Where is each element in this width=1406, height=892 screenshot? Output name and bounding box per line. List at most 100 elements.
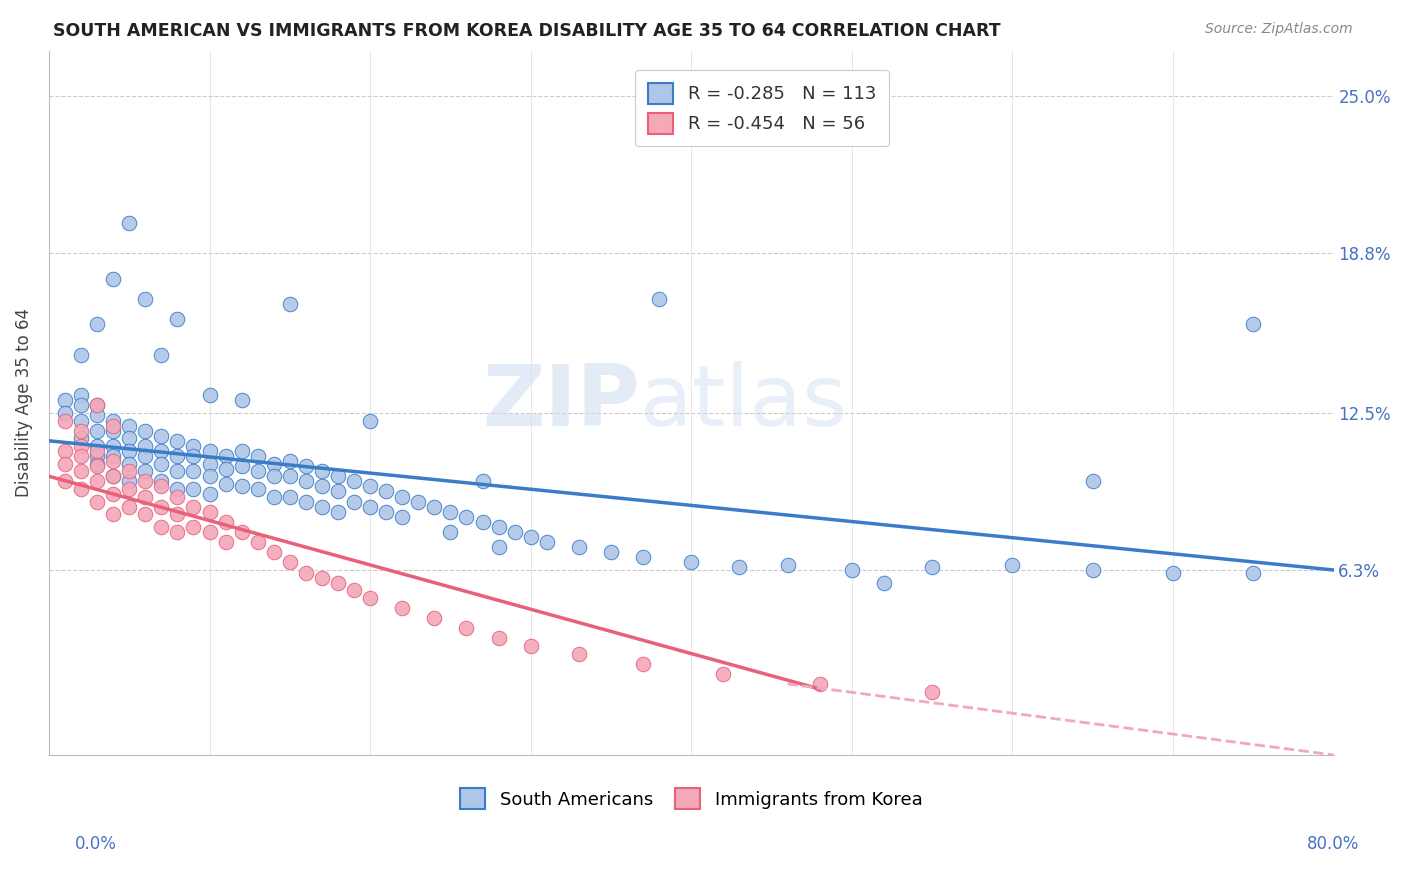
Point: [150, 500, 173, 514]
Point: [198, 505, 221, 519]
Point: [439, 505, 461, 519]
Point: [183, 500, 205, 514]
Point: [118, 457, 141, 471]
Point: [166, 524, 188, 539]
Point: [326, 575, 349, 590]
Point: [311, 500, 333, 514]
Point: [231, 479, 253, 493]
Point: [150, 475, 173, 489]
Point: [183, 464, 205, 478]
Point: [118, 431, 141, 445]
Point: [86, 449, 108, 463]
Point: [503, 524, 526, 539]
Point: [134, 424, 156, 438]
Point: [150, 457, 173, 471]
Point: [343, 494, 366, 508]
Point: [134, 490, 156, 504]
Point: [214, 515, 236, 529]
Point: [150, 520, 173, 534]
Point: [488, 520, 510, 534]
Point: [198, 469, 221, 483]
Point: [118, 216, 141, 230]
Point: [1081, 563, 1104, 577]
Point: [134, 292, 156, 306]
Point: [70, 424, 93, 438]
Point: [278, 490, 301, 504]
Point: [86, 459, 108, 474]
Point: [711, 666, 734, 681]
Point: [86, 398, 108, 412]
Point: [1241, 318, 1264, 332]
Point: [631, 657, 654, 671]
Point: [246, 535, 269, 549]
Point: [231, 459, 253, 474]
Point: [263, 490, 285, 504]
Point: [263, 457, 285, 471]
Point: [456, 509, 478, 524]
Point: [86, 457, 108, 471]
Point: [103, 469, 125, 483]
Point: [118, 418, 141, 433]
Point: [471, 475, 494, 489]
Point: [134, 464, 156, 478]
Point: [70, 439, 93, 453]
Point: [118, 475, 141, 489]
Point: [600, 545, 623, 559]
Point: [295, 566, 318, 580]
Point: [214, 461, 236, 475]
Text: 0.0%: 0.0%: [75, 835, 117, 853]
Point: [921, 684, 943, 698]
Point: [53, 444, 76, 458]
Point: [263, 545, 285, 559]
Point: [1081, 475, 1104, 489]
Point: [150, 479, 173, 493]
Point: [118, 500, 141, 514]
Point: [471, 515, 494, 529]
Point: [53, 393, 76, 408]
Point: [86, 439, 108, 453]
Point: [53, 406, 76, 420]
Point: [183, 449, 205, 463]
Point: [198, 388, 221, 402]
Point: [166, 449, 188, 463]
Point: [103, 487, 125, 501]
Point: [86, 318, 108, 332]
Text: ZIP: ZIP: [482, 361, 640, 444]
Point: [246, 482, 269, 496]
Point: [214, 449, 236, 463]
Point: [214, 535, 236, 549]
Point: [118, 482, 141, 496]
Point: [103, 418, 125, 433]
Point: [391, 509, 413, 524]
Point: [198, 444, 221, 458]
Point: [70, 431, 93, 445]
Point: [1161, 566, 1184, 580]
Point: [103, 413, 125, 427]
Point: [391, 601, 413, 615]
Point: [166, 464, 188, 478]
Point: [86, 444, 108, 458]
Point: [488, 632, 510, 646]
Point: [134, 508, 156, 522]
Point: [103, 469, 125, 483]
Point: [103, 454, 125, 468]
Point: [343, 475, 366, 489]
Point: [166, 312, 188, 326]
Point: [86, 409, 108, 423]
Point: [150, 428, 173, 442]
Point: [359, 479, 381, 493]
Point: [295, 475, 318, 489]
Point: [311, 464, 333, 478]
Point: [263, 469, 285, 483]
Point: [53, 457, 76, 471]
Point: [536, 535, 558, 549]
Point: [183, 482, 205, 496]
Point: [406, 494, 429, 508]
Point: [326, 484, 349, 499]
Point: [134, 439, 156, 453]
Point: [423, 500, 446, 514]
Point: [311, 479, 333, 493]
Text: SOUTH AMERICAN VS IMMIGRANTS FROM KOREA DISABILITY AGE 35 TO 64 CORRELATION CHAR: SOUTH AMERICAN VS IMMIGRANTS FROM KOREA …: [53, 22, 1001, 40]
Point: [166, 490, 188, 504]
Point: [70, 449, 93, 463]
